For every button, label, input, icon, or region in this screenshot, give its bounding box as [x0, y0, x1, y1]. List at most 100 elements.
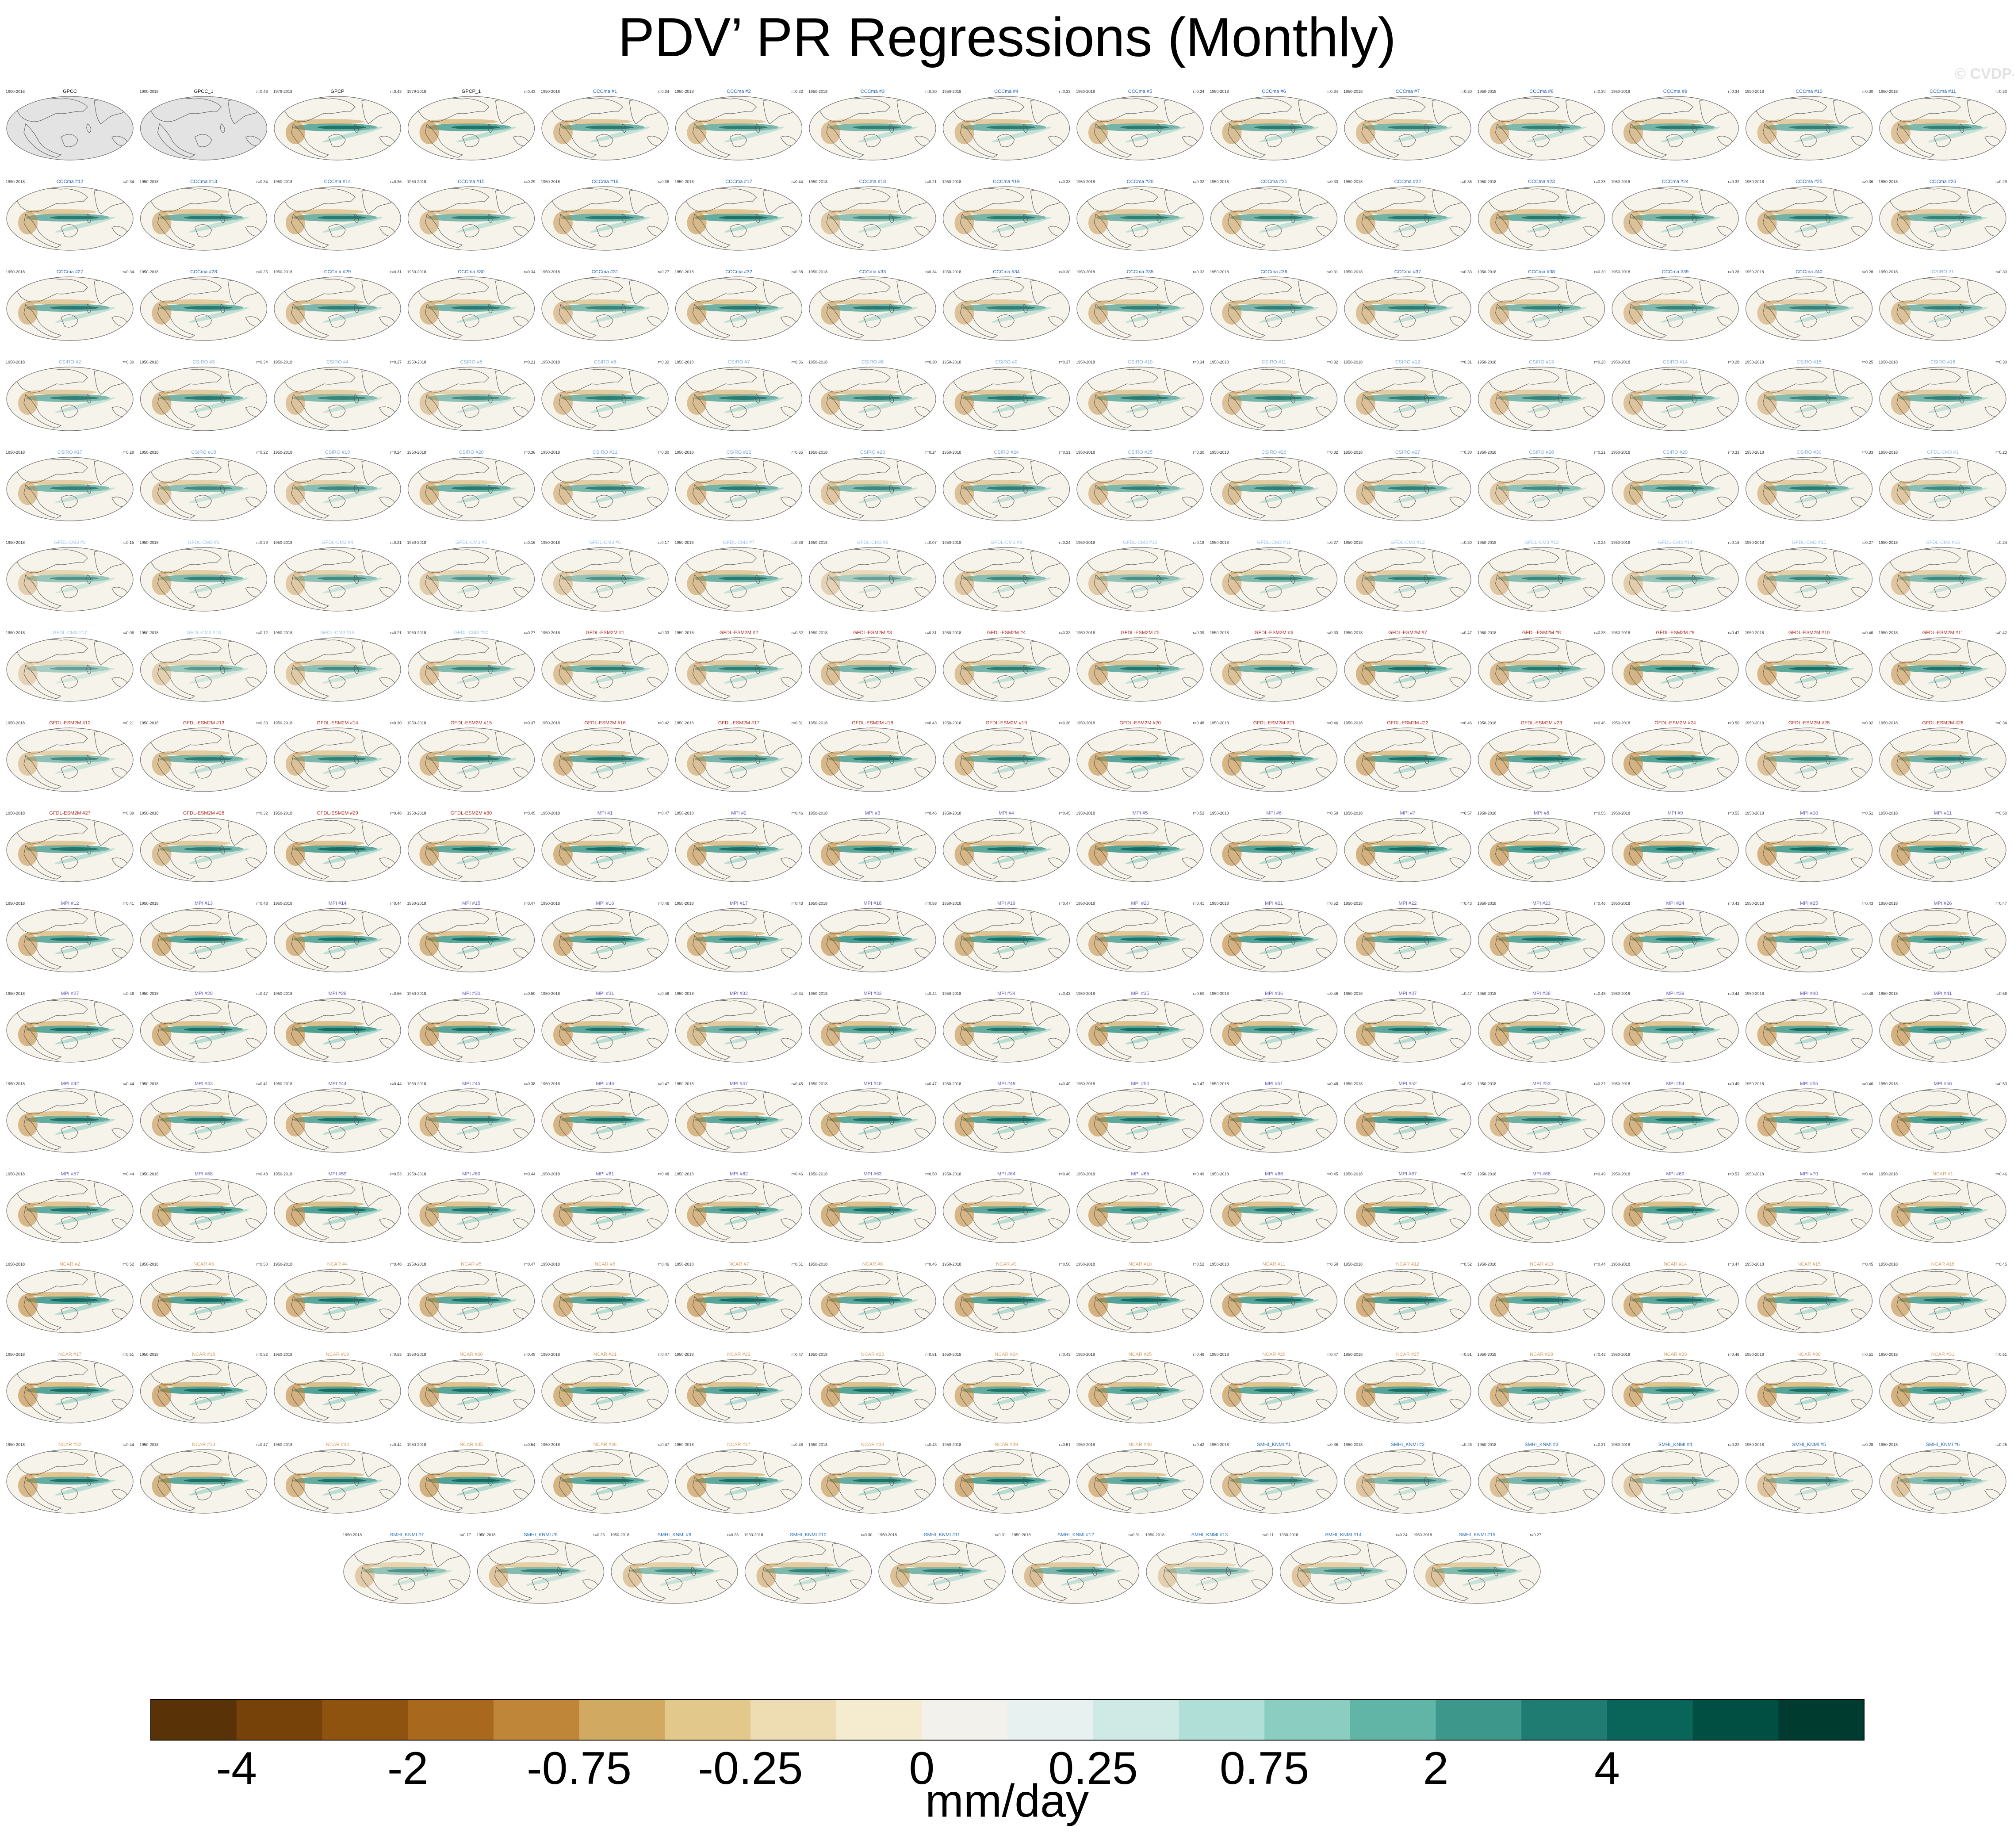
dry-anomaly-west — [1489, 1023, 1509, 1046]
dry-anomaly-north — [1765, 480, 1836, 485]
panel-label: GFDL-ESM2M #12 — [49, 720, 91, 726]
panel-label: GPCC_1 — [194, 89, 213, 94]
panel-period: 1950-2018 — [1879, 89, 1898, 94]
dry-anomaly-west — [419, 302, 439, 325]
panel-period: 1950-2018 — [808, 1262, 827, 1266]
colorbar-tick-label: -0.75 — [527, 1743, 632, 1794]
panel-pattern-correlation: r=0.46 — [658, 991, 669, 996]
wet-anomaly-core — [585, 577, 634, 580]
wet-anomaly-core — [986, 396, 1035, 400]
wet-anomaly-core — [1120, 126, 1169, 129]
wet-anomaly-south — [322, 758, 383, 774]
colorbar-swatch — [1093, 1699, 1179, 1740]
panel-pattern-correlation: r=0.30 — [1995, 89, 2007, 94]
dry-anomaly-north — [1363, 209, 1434, 214]
wet-anomaly-south — [1259, 397, 1319, 413]
panel-period: 1950-2018 — [541, 901, 560, 906]
wet-anomaly-south — [858, 397, 918, 413]
coastline-outline — [1755, 1000, 1868, 1060]
panel-period: 1950-2018 — [675, 1172, 694, 1176]
dry-anomaly-north — [1899, 1021, 1969, 1026]
dry-anomaly-north — [1165, 1562, 1236, 1568]
dry-anomaly-north — [427, 119, 498, 124]
wet-anomaly-south — [991, 848, 1052, 864]
wet-anomaly-south — [1660, 1119, 1721, 1135]
dry-anomaly-west — [1489, 662, 1509, 685]
wet-anomaly-core — [521, 1569, 570, 1573]
panel-label: CSIRO #18 — [191, 450, 216, 455]
dry-anomaly-west — [1489, 482, 1509, 505]
dry-anomaly-west — [1356, 1384, 1375, 1407]
panel-period: 1950-2018 — [942, 1082, 961, 1086]
dry-anomaly-north — [26, 1021, 96, 1026]
dry-anomaly-north — [1363, 841, 1434, 846]
coastline-outline — [1488, 910, 1600, 970]
panel-period: 1950-2018 — [1879, 991, 1898, 996]
panel-period: 1950-2018 — [808, 1442, 827, 1447]
dry-anomaly-west — [1623, 753, 1643, 776]
panel-pattern-correlation: r=0.25 — [1995, 1442, 2007, 1447]
dry-anomaly-west — [286, 211, 305, 234]
wet-anomaly-core — [1120, 1298, 1169, 1302]
panel-pattern-correlation: r=0.23 — [1995, 450, 2007, 455]
wet-anomaly-core — [451, 396, 500, 400]
dry-anomaly-north — [561, 1382, 632, 1387]
panel-label: NCAR #16 — [1931, 1262, 1955, 1267]
wet-anomaly-core — [853, 396, 901, 400]
dry-anomaly-west — [954, 662, 974, 685]
wet-anomaly-core — [986, 847, 1035, 851]
panel-label: NCAR #39 — [995, 1442, 1018, 1447]
wet-anomaly-core — [1655, 577, 1704, 580]
panel-period: 1950-2018 — [1344, 89, 1363, 94]
wet-anomaly-core — [1388, 396, 1436, 400]
colorbar-swatch — [1436, 1699, 1522, 1740]
dry-anomaly-west — [1088, 1474, 1108, 1497]
coastline-outline — [1889, 1090, 2002, 1150]
coastline-outline — [551, 1270, 664, 1331]
wet-anomaly-south — [322, 848, 383, 864]
dry-anomaly-west — [821, 392, 840, 415]
dry-anomaly-north — [1229, 660, 1301, 666]
colorbar-frame — [150, 1699, 1865, 1741]
panel-period: 1950-2018 — [808, 811, 827, 815]
coastline-outline — [819, 1361, 931, 1421]
wet-anomaly-south — [1393, 217, 1453, 233]
panel-period: 1950-2018 — [1344, 540, 1363, 545]
coastline-outline — [1622, 1270, 1734, 1331]
wet-anomaly-core — [1388, 577, 1436, 580]
dry-anomaly-west — [821, 572, 840, 595]
dry-anomaly-north — [1096, 299, 1167, 305]
panel-label: NCAR #18 — [192, 1352, 215, 1357]
wet-anomaly-south — [55, 578, 115, 593]
panel-period: 1950-2018 — [6, 1172, 25, 1176]
panel-pattern-correlation: r=0.47 — [1059, 901, 1071, 906]
panel-label: SMHI_KNMI #11 — [924, 1532, 960, 1538]
colorbar-swatch — [236, 1699, 322, 1740]
coastline-outline — [1755, 1451, 1868, 1511]
panel-pattern-correlation: r=0.46 — [792, 811, 803, 815]
dry-anomaly-north — [561, 1292, 632, 1297]
dry-anomaly-west — [553, 482, 573, 505]
coastline-outline — [1755, 910, 1868, 970]
panel-pattern-correlation: r=0.21 — [123, 721, 134, 725]
wet-anomaly-south — [991, 578, 1052, 593]
dry-anomaly-north — [159, 1292, 230, 1297]
dry-anomaly-west — [553, 1384, 573, 1407]
panel-label: SMHI_KNMI #3 — [1524, 1442, 1558, 1447]
wet-anomaly-south — [1259, 217, 1319, 233]
coastline-outline — [819, 1000, 931, 1060]
